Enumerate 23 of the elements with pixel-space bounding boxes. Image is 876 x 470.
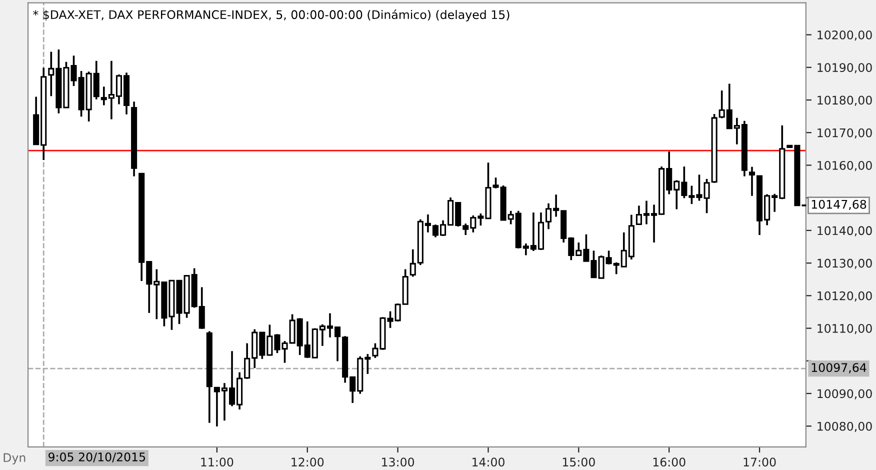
x-tick-label: 14:00 — [472, 458, 504, 467]
text: Dyn — [4, 453, 26, 464]
x-tick-label: 12:00 — [292, 458, 324, 467]
y-tick-label: 10130,00 — [818, 258, 872, 269]
text: * $DAX-XET, DAX PERFORMANCE-INDEX, 5, 00:00-00:00 (Dinámico) (delayed 15) — [33, 9, 510, 22]
y-tick-label: 10200,00 — [818, 30, 872, 41]
annotation: 10147,68 — [812, 200, 866, 210]
y-tick-label: 10090,00 — [818, 389, 872, 400]
x-tick-label: 11:00 — [201, 458, 234, 467]
x-tick-label: 16:00 — [653, 458, 686, 467]
y-tick-label: 10180,00 — [818, 96, 872, 106]
y-tick-label: 10140,00 — [818, 226, 872, 236]
y-tick-label: 10170,00 — [818, 128, 872, 138]
x-tick-label: 17:00 — [744, 458, 776, 467]
y-tick-label: 10160,00 — [818, 160, 872, 172]
y-tick-label: 10080,00 — [818, 422, 872, 432]
y-tick-label: 10110,00 — [818, 324, 872, 334]
y-tick-label: 10120,00 — [818, 291, 872, 302]
ref-line-label: 9:05 20/10/2015 — [48, 452, 146, 462]
x-tick-label: 13:00 — [382, 458, 414, 467]
y-tick-label: 10190,00 — [818, 63, 872, 74]
ref-line-label: 10097,64 — [812, 363, 866, 374]
x-tick-label: 15:00 — [562, 458, 595, 467]
